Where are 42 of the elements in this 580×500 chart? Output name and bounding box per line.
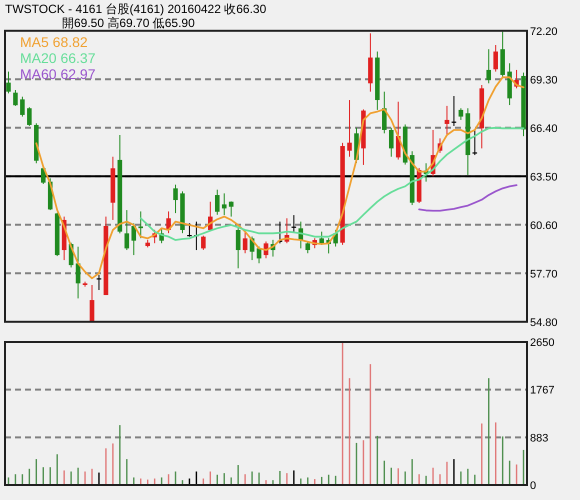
candlestick [292, 214, 296, 232]
candlestick [493, 44, 498, 72]
candlestick [20, 96, 25, 118]
candlestick [90, 284, 94, 322]
chart-title: TWSTOCK - 4161 台股(4161) 20160422 收66.30 [5, 2, 267, 16]
candlestick [201, 235, 206, 250]
y-tick-label: 57.70 [530, 268, 558, 280]
candlestick [13, 90, 18, 106]
y-tick-label: 63.50 [530, 171, 558, 184]
candlestick [444, 105, 450, 136]
chart-subtitle: 開69.50 高69.70 低65.90 [62, 16, 196, 30]
candlestick [458, 108, 464, 120]
y-tick-label: 54.80 [530, 316, 558, 329]
y-tick-label: 883 [530, 432, 548, 444]
candlestick [305, 241, 310, 254]
candlestick [452, 96, 456, 126]
candlestick [347, 100, 352, 158]
candlestick [27, 106, 32, 126]
candlestick [388, 127, 394, 158]
candlestick [124, 210, 130, 251]
candlestick [173, 184, 178, 214]
candlestick [6, 71, 11, 94]
y-tick-label: 66.40 [530, 122, 558, 135]
candlestick [222, 192, 227, 216]
text: MA60 62.97 [20, 66, 96, 82]
text: MA20 66.37 [20, 50, 96, 66]
candlestick [76, 246, 80, 299]
candlestick [486, 48, 492, 84]
text: MA5 68.82 [20, 34, 88, 50]
y-tick-label: 72.20 [530, 26, 558, 38]
y-tick-label: 2650 [530, 337, 554, 349]
candlestick [96, 274, 102, 291]
y-tick-label: 69.30 [530, 74, 558, 86]
candlestick [256, 246, 262, 264]
y-tick-label: 60.60 [530, 220, 558, 232]
y-tick-label: 1767 [530, 384, 554, 397]
candlestick [242, 230, 248, 254]
candlestick [214, 189, 220, 216]
line-series [418, 184, 518, 212]
candlestick [236, 228, 240, 269]
y-tick-label: 0 [530, 480, 536, 492]
candlestick [228, 200, 234, 218]
